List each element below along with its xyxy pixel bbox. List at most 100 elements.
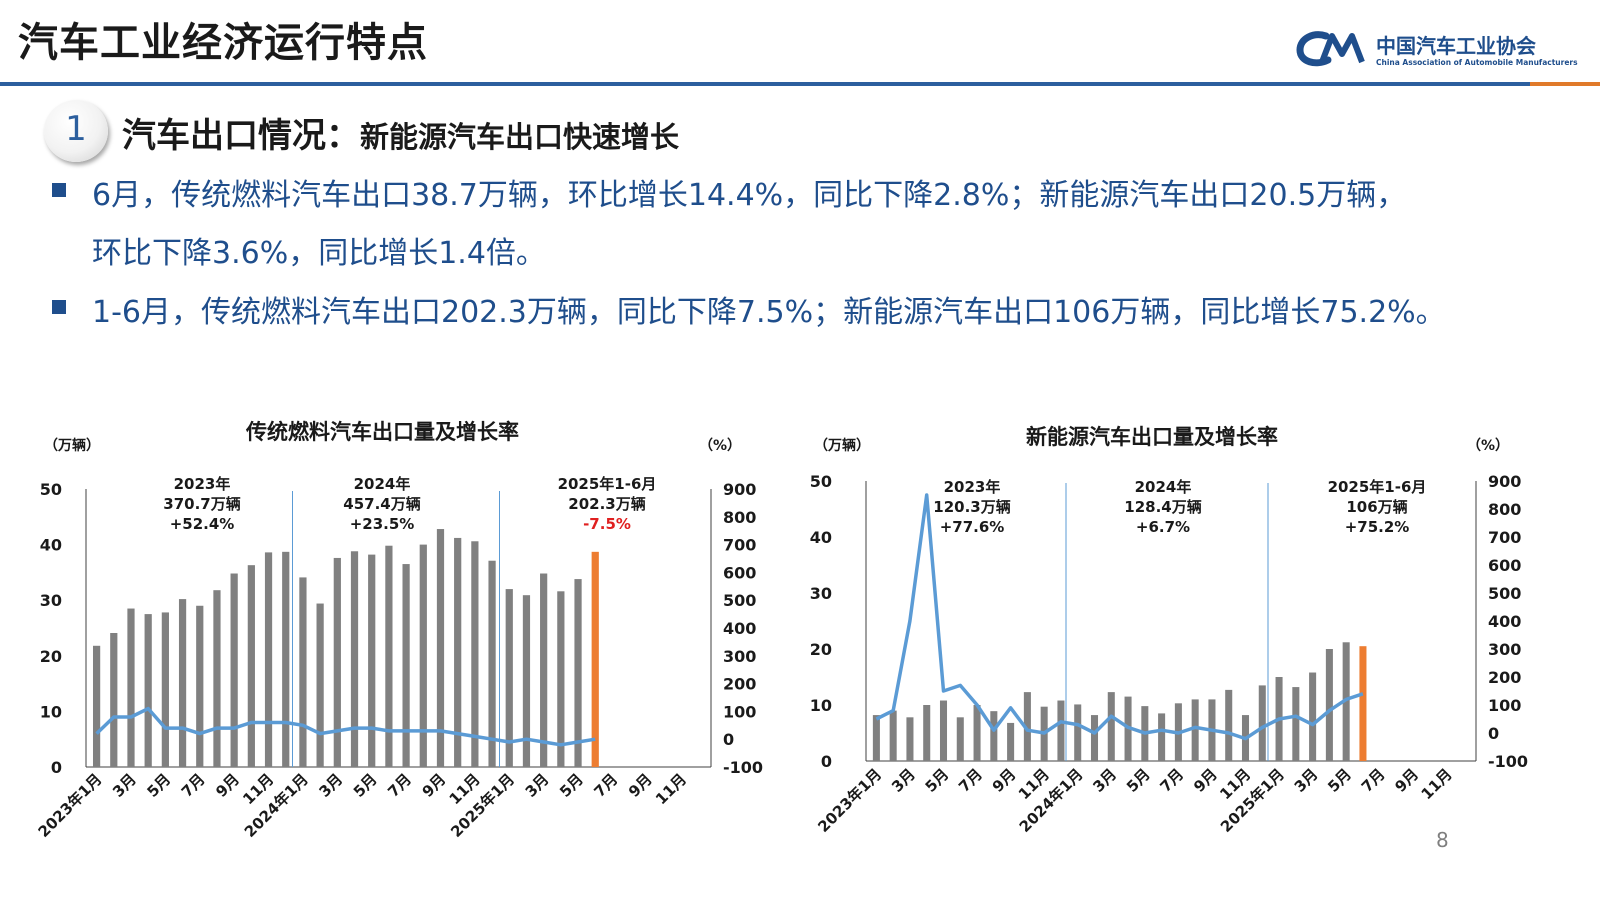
right-tick-label: 600	[1488, 556, 1521, 575]
bar	[213, 590, 221, 767]
bar	[1158, 713, 1166, 761]
bullet-1-line-1: 6月，传统燃料汽车出口38.7万辆，环比增长14.4%，同比下降2.8%；新能源…	[92, 178, 1407, 213]
bar	[1090, 715, 1099, 761]
logo-name-cn: 中国汽车工业协会	[1376, 34, 1536, 58]
logo-name-en: China Association of Automobile Manufact…	[1376, 58, 1578, 67]
bar	[127, 608, 135, 767]
left-tick-label: 40	[810, 528, 832, 547]
ice-export-chart: （万辆） （%） 0 10 20 30 40 50 -100 0 100 200 300 400 500 60…	[35, 437, 763, 841]
chart-2-title: 新能源汽车出口量及增长率	[1026, 425, 1278, 449]
bar	[110, 633, 118, 767]
period-annotation: 2023年	[944, 478, 1001, 496]
x-tick-label: 7月	[1358, 765, 1389, 796]
bar	[350, 551, 359, 767]
bar	[939, 700, 948, 761]
period-annotation: 2024年	[354, 475, 411, 493]
bar	[1023, 692, 1031, 761]
bullet-1-line-2: 环比下降3.6%，同比增长1.4倍。	[92, 236, 546, 271]
right-tick-label: 800	[723, 508, 756, 527]
bar	[144, 614, 152, 767]
bar	[299, 577, 307, 767]
left-tick-label: 10	[810, 696, 832, 715]
period-annotation: 457.4万辆	[343, 495, 420, 513]
x-tick-label: 3月	[109, 770, 140, 801]
right-tick-label: 900	[1488, 472, 1521, 491]
bar	[196, 605, 204, 767]
page-title: 汽车工业经济运行特点	[18, 20, 428, 66]
bar	[454, 537, 462, 767]
left-tick-label: 20	[810, 640, 832, 659]
bar	[522, 595, 531, 767]
left-tick-label: 10	[40, 702, 62, 721]
right-tick-label: 100	[723, 702, 756, 721]
left-axis-unit: （万辆）	[814, 437, 870, 454]
period-annotation: 370.7万辆	[163, 495, 240, 513]
x-tick-label: 9月	[625, 770, 656, 801]
bullet-marker	[52, 183, 66, 197]
period-annotation: 2025年1-6月	[1328, 478, 1427, 496]
x-tick-label: 5月	[1123, 765, 1154, 796]
bullet-2-line-1: 1-6月，传统燃料汽车出口202.3万辆，同比下降7.5%；新能源汽车出口106…	[92, 295, 1446, 330]
x-tick-label: 3月	[315, 770, 346, 801]
bar	[471, 541, 479, 767]
left-tick-label: 30	[810, 584, 832, 603]
x-tick-label: 7月	[384, 770, 415, 801]
right-tick-label: 900	[723, 480, 756, 499]
section-title-main: 汽车出口情况：	[122, 116, 360, 156]
right-tick-label: 500	[723, 591, 756, 610]
section-number: 1	[65, 109, 87, 149]
bar	[419, 544, 427, 767]
x-tick-label: 5月	[143, 770, 174, 801]
period-annotation: 2024年	[1135, 478, 1192, 496]
bar	[906, 717, 914, 761]
bar	[1325, 649, 1333, 761]
caam-logo-mark-icon	[1296, 31, 1365, 67]
x-tick-label: 7月	[955, 765, 986, 796]
bar	[990, 711, 998, 761]
bar	[872, 715, 880, 761]
section-number-badge: 1	[44, 100, 108, 162]
right-tick-label: 300	[1488, 640, 1521, 659]
chart-1-title: 传统燃料汽车出口量及增长率	[246, 420, 519, 444]
caam-logo: 中国汽车工业协会 China Association of Automobile…	[1296, 28, 1596, 72]
bar	[385, 545, 393, 767]
bar	[178, 599, 187, 767]
section-subtitle: 新能源汽车出口快速增长	[360, 120, 680, 154]
bar	[1007, 722, 1015, 761]
bar	[282, 551, 290, 767]
bar	[402, 564, 410, 767]
x-tick-label: 3月	[888, 765, 919, 796]
x-tick-label: 5月	[556, 770, 587, 801]
x-tick-label: 9月	[419, 770, 450, 801]
period-annotation: +52.4%	[170, 515, 235, 533]
period-annotation: 202.3万辆	[568, 495, 645, 513]
bar	[973, 705, 981, 761]
x-tick-label: 2023年1月	[35, 770, 106, 841]
x-tick-label: 9月	[212, 770, 243, 801]
bar	[889, 710, 897, 761]
right-tick-label: 700	[1488, 528, 1521, 547]
bar	[247, 565, 255, 767]
right-tick-label: 400	[723, 619, 756, 638]
bar	[540, 573, 548, 767]
period-annotation: 2025年1-6月	[558, 475, 657, 493]
x-tick-label: 2023年1月	[814, 765, 885, 836]
bar	[368, 554, 376, 767]
bar	[230, 573, 238, 767]
x-tick-label: 5月	[922, 765, 953, 796]
bar	[1342, 642, 1350, 761]
period-annotation: +23.5%	[350, 515, 415, 533]
period-annotation: 120.3万辆	[933, 498, 1010, 516]
x-tick-label: 3月	[1089, 765, 1120, 796]
bar	[488, 560, 496, 767]
bar	[264, 552, 273, 767]
bar	[1225, 689, 1233, 761]
growth-rate-line	[95, 706, 596, 747]
x-tick-label: 11月	[652, 770, 690, 808]
period-annotation: 2023年	[174, 475, 231, 493]
x-tick-label: 7月	[1157, 765, 1188, 796]
bar	[1258, 685, 1266, 761]
bar	[316, 603, 324, 767]
left-tick-label: 50	[40, 480, 62, 499]
growth-rate-line	[875, 493, 1364, 741]
